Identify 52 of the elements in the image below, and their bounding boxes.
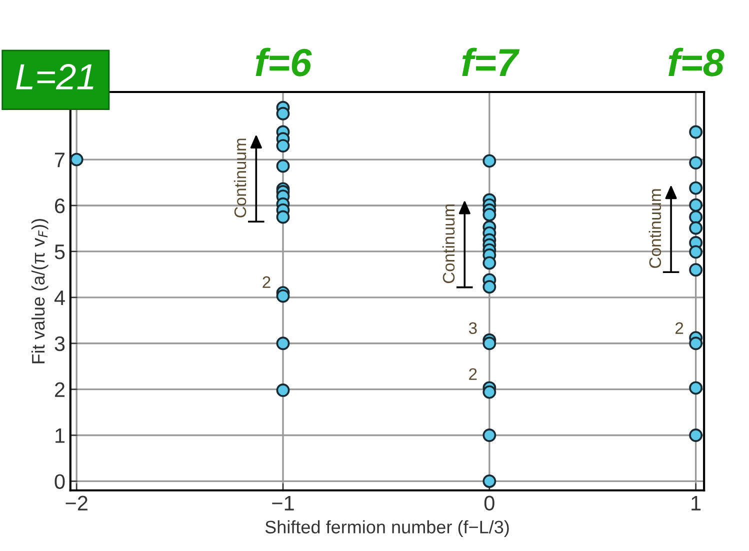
point: [70, 152, 84, 166]
point: [276, 289, 290, 303]
point: [689, 210, 703, 224]
point: [689, 221, 703, 235]
annotation: 3: [468, 322, 477, 334]
point: [276, 210, 290, 224]
annotation: 2: [675, 322, 684, 334]
point: [276, 159, 290, 173]
y-tick-label: 4: [54, 290, 65, 305]
x-tick-label: 0: [484, 496, 494, 511]
y-tick-label: 7: [55, 152, 64, 168]
point: [276, 336, 290, 350]
text: L=21: [16, 64, 94, 90]
annotation: 2: [469, 368, 477, 380]
point: [689, 245, 703, 259]
point: [689, 156, 703, 170]
point: [689, 381, 703, 395]
y-tick-label: 3: [54, 336, 65, 352]
y-tick-label: 0: [54, 474, 65, 489]
x-tick-label: 1: [692, 496, 701, 510]
text: f=7: [462, 48, 520, 76]
point: [482, 280, 496, 294]
point: [482, 208, 496, 222]
point: [482, 154, 496, 168]
y-tick-label: 2: [55, 382, 64, 397]
point: [689, 263, 703, 277]
x-tick-label: −1: [272, 496, 294, 510]
point: [276, 139, 290, 152]
text: f=6: [256, 48, 312, 76]
annotation: Continuum: [648, 189, 662, 268]
point: [482, 428, 496, 442]
annotation: Continuum: [234, 138, 246, 218]
x-axis-title: Shifted fermion number (f−L/3): [265, 520, 509, 538]
point: [482, 474, 496, 488]
point: [482, 385, 496, 399]
point: [689, 181, 703, 195]
x-tick-label: −2: [66, 496, 88, 510]
annotation: 2: [262, 276, 270, 288]
point: [276, 106, 290, 120]
point: [689, 125, 703, 139]
point: [276, 384, 290, 397]
y-tick-label: 6: [55, 198, 65, 214]
y-tick-label: 5: [54, 244, 65, 260]
point: [482, 336, 496, 350]
y-tick-label: 1: [56, 428, 65, 443]
annotation: Continuum: [442, 204, 455, 284]
point: [689, 428, 703, 442]
point: [689, 198, 703, 212]
y-axis-title: Fit value (a/(π v$_{F}$)): [31, 219, 48, 364]
point: [689, 336, 703, 350]
point: [482, 256, 496, 270]
text: f=8: [668, 48, 724, 76]
